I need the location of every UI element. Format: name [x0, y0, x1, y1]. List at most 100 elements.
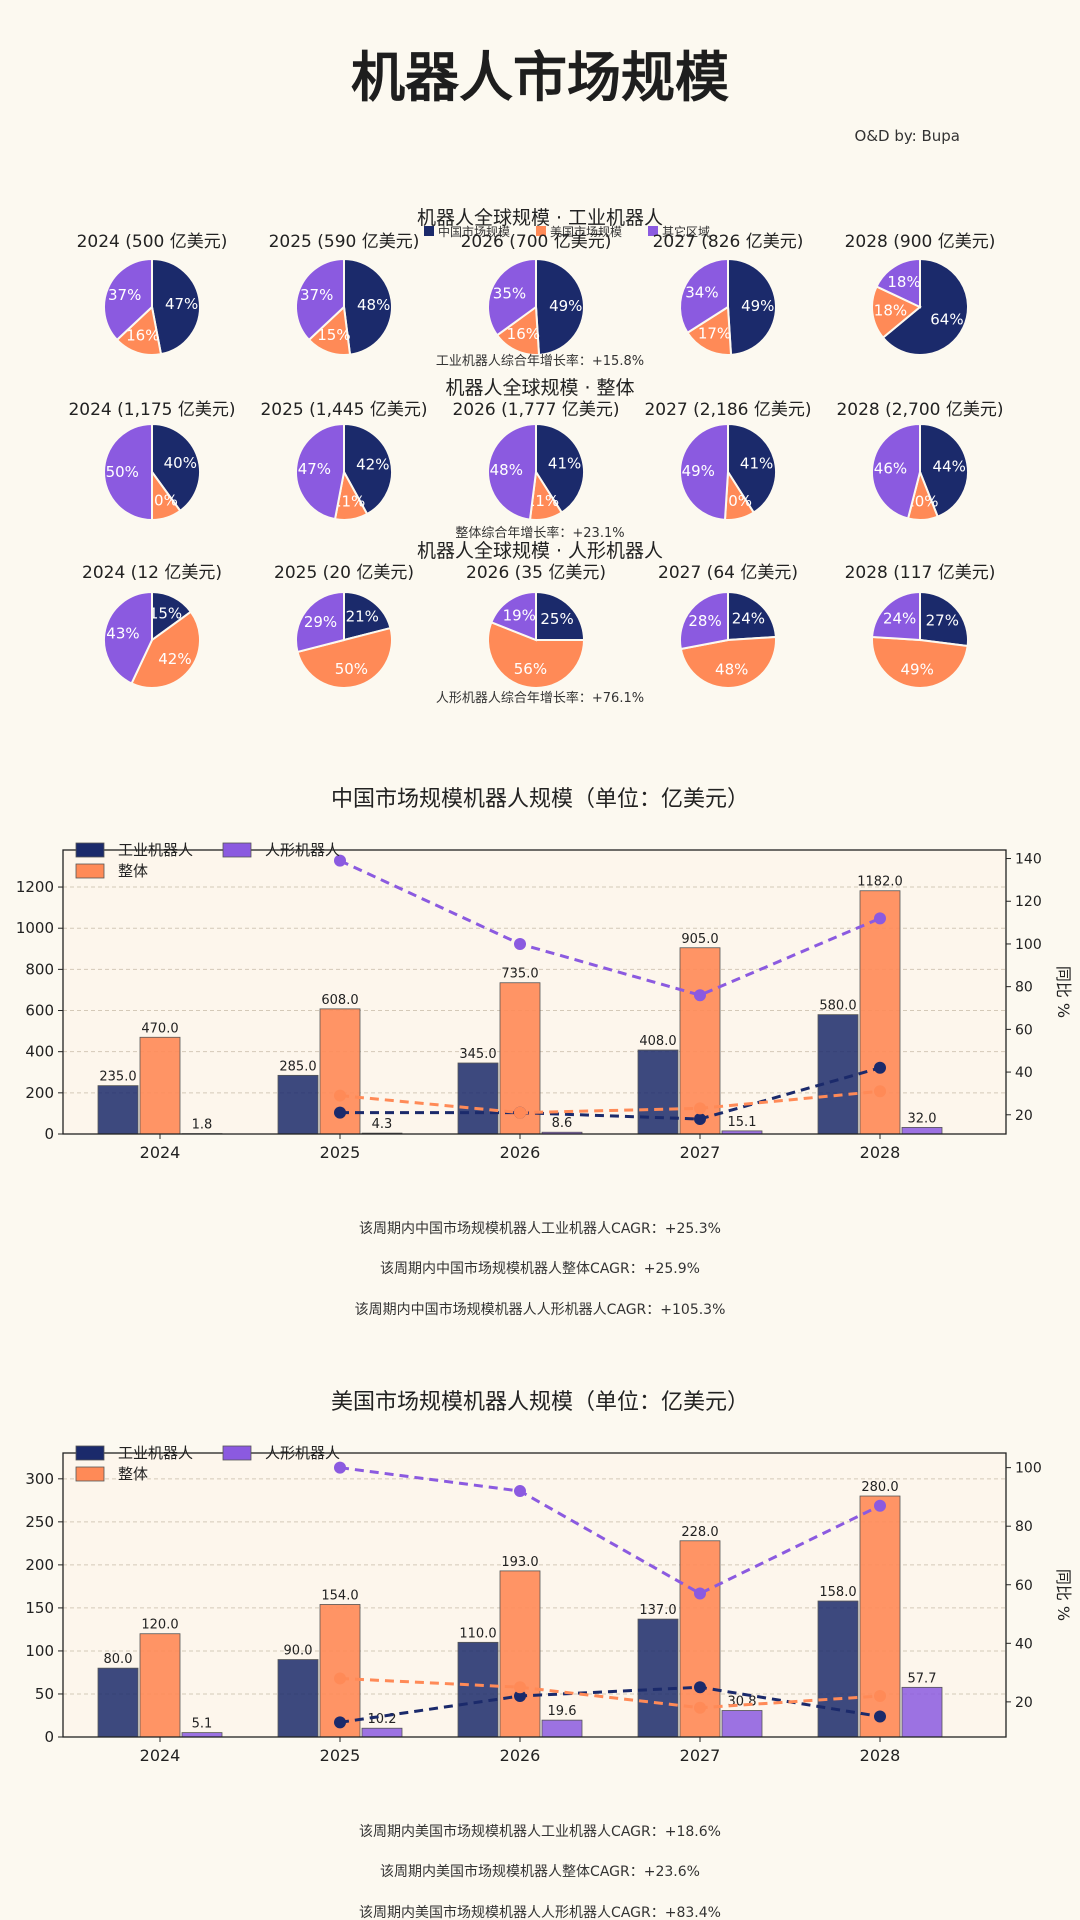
cagr-note: 该周期内中国市场规模机器人人形机器人CAGR：+105.3% — [355, 1301, 726, 1318]
bar-value-label: 110.0 — [459, 1626, 496, 1641]
yoy-point — [514, 1690, 526, 1703]
x-tick-label: 2026 — [500, 1143, 541, 1162]
pie-slice — [343, 590, 392, 642]
y-tick-label: 150 — [25, 1599, 54, 1617]
bar-value-label: 154.0 — [321, 1588, 358, 1603]
pie-pct-label: 46% — [874, 459, 907, 477]
bar — [181, 1732, 223, 1738]
bar — [139, 1633, 181, 1738]
legend-swatch — [75, 863, 105, 879]
bar — [817, 1014, 859, 1135]
legend-label: 整体 — [118, 1465, 148, 1483]
bar — [457, 1062, 499, 1135]
bar-value-label: 1.8 — [192, 1118, 213, 1133]
y-tick-label: 600 — [25, 1002, 54, 1020]
pie-pct-label: 49% — [549, 297, 582, 315]
legend-label: 中国市场规模 — [438, 224, 510, 239]
pie-pct-label: 24% — [883, 609, 916, 627]
legend-swatch — [648, 226, 658, 236]
pie-pct-label: 35% — [493, 284, 526, 302]
pie-pct-label: 64% — [930, 311, 963, 329]
yoy-point — [874, 1085, 886, 1098]
y2-tick-label: 80 — [1015, 1519, 1033, 1535]
bar-value-label: 30.8 — [728, 1694, 757, 1709]
bar-value-label: 90.0 — [284, 1644, 313, 1659]
x-tick-label: 2028 — [860, 1143, 901, 1162]
bar-value-label: 345.0 — [459, 1047, 496, 1062]
pie-slice — [151, 422, 201, 513]
pie-pct-label: 43% — [106, 625, 139, 643]
bar-value-label: 580.0 — [819, 999, 856, 1014]
x-tick-label: 2025 — [320, 1143, 361, 1162]
pie-label: 2026 (35 亿美元) — [466, 563, 606, 583]
pie-pct-label: 42% — [356, 456, 389, 474]
pie-section-title: 机器人全球规模 · 人形机器人 — [417, 540, 663, 562]
y-tick-label: 100 — [25, 1642, 54, 1660]
pie-pct-label: 47% — [298, 460, 331, 478]
legend-label: 人形机器人 — [265, 1444, 340, 1462]
pie-pct-label: 25% — [540, 610, 573, 628]
pie-slice — [871, 590, 921, 642]
y-tick-label: 1000 — [16, 919, 54, 937]
legend-swatch — [222, 1445, 252, 1461]
y2-tick-label: 60 — [1015, 1578, 1033, 1594]
pie-pct-label: 37% — [108, 286, 141, 304]
pie-label: 2025 (20 亿美元) — [274, 563, 414, 583]
pie-slice — [535, 257, 585, 356]
yoy-point — [694, 1701, 706, 1714]
yoy-point — [874, 1499, 886, 1512]
bar-value-label: 19.6 — [548, 1704, 577, 1719]
pie-pct-label: 48% — [357, 296, 390, 314]
legend-swatch — [222, 842, 252, 858]
pie-pct-label: 19% — [503, 606, 536, 624]
bar — [541, 1719, 583, 1738]
bar — [139, 1036, 181, 1135]
yoy-point — [334, 1716, 346, 1729]
pie-pct-label: 48% — [490, 461, 523, 479]
bar-value-label: 608.0 — [321, 993, 358, 1008]
yoy-point — [334, 1089, 346, 1102]
bar — [277, 1659, 319, 1738]
pie-legend: 中国市场规模 美国市场规模 其它区域 — [424, 224, 710, 239]
pie-slice — [103, 422, 153, 522]
pie-label: 2028 (900 亿美元) — [845, 232, 996, 252]
pie-pct-label: 40% — [164, 454, 197, 472]
bar-value-label: 228.0 — [681, 1525, 718, 1540]
pie-pct-label: 47% — [165, 295, 198, 313]
pie-label: 2024 (12 亿美元) — [82, 563, 222, 583]
yoy-point — [334, 854, 346, 867]
pie-slice — [871, 635, 969, 689]
bar-value-label: 735.0 — [501, 967, 538, 982]
pie-slice — [727, 257, 777, 356]
pie-pct-label: 41% — [740, 455, 773, 473]
bar-value-label: 235.0 — [99, 1070, 136, 1085]
yoy-point — [334, 1461, 346, 1474]
y-tick-label: 200 — [25, 1556, 54, 1574]
bar-value-label: 408.0 — [639, 1034, 676, 1049]
bar — [637, 1618, 679, 1738]
legend-label: 人形机器人 — [265, 841, 340, 859]
pie-slice — [871, 422, 921, 520]
bar-chart: 中国市场规模机器人规模（单位：亿美元） 0 200 400 600 800 1000 1200… — [16, 787, 1073, 1318]
bar-value-label: 32.0 — [908, 1111, 937, 1126]
y2-axis-label: 同比 % — [1054, 966, 1073, 1018]
pie-slice — [151, 257, 201, 356]
page-title: 机器人市场规模 — [351, 46, 729, 109]
pie-slice — [490, 590, 537, 642]
pie-label: 2027 (826 亿美元) — [653, 232, 804, 252]
bar-value-label: 4.3 — [372, 1117, 393, 1132]
y-tick-label: 0 — [44, 1125, 54, 1143]
pie-pct-label: 24% — [732, 609, 765, 627]
bar-value-label: 15.1 — [728, 1115, 757, 1130]
pie-pct-label: 50% — [335, 660, 368, 678]
bar-value-label: 8.6 — [552, 1116, 573, 1131]
bar — [859, 890, 901, 1135]
pie-slice — [295, 590, 345, 654]
cagr-note: 该周期内中国市场规模机器人工业机器人CAGR：+25.3% — [359, 1220, 721, 1237]
y2-tick-label: 20 — [1015, 1108, 1033, 1124]
pie-section-title: 机器人全球规模 · 工业机器人 — [417, 207, 663, 229]
pie-pct-label: 42% — [158, 650, 191, 668]
